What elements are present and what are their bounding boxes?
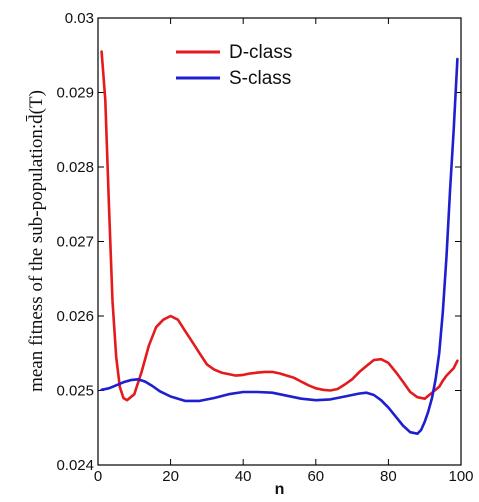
x-tick-label: 60 [307,468,324,485]
y-tick-label: 0.03 [65,10,94,27]
series-line-s-class [100,57,459,436]
legend-label-d-class: D-class [229,42,292,63]
y-tick-label: 0.024 [56,457,94,474]
x-tick-label: 80 [380,468,397,485]
x-tick-label: 40 [235,468,252,485]
x-tick-label: 0 [94,468,102,485]
y-axis-label: mean fitness of the sub-population:d̄(T) [26,90,47,392]
y-tick-label: 0.027 [56,234,94,251]
series-lines [100,50,459,436]
y-tick-label: 0.028 [56,159,94,176]
legend-label-s-class: S-class [229,68,291,89]
x-tick-label: 100 [448,468,473,485]
y-tick-label: 0.025 [56,383,94,400]
tick-labels: 0 20 40 60 80 100 0.024 0.025 0.026 0.027 0.028 0.0… [56,10,473,485]
y-tick-label: 0.029 [56,85,94,102]
y-tick-label: 0.026 [56,308,94,325]
axis-ticks [97,17,462,466]
x-tick-label: 20 [162,468,179,485]
legend: D-class S-class [176,42,292,89]
x-axis-label: n [275,481,285,498]
series-line-d-class [100,50,459,402]
